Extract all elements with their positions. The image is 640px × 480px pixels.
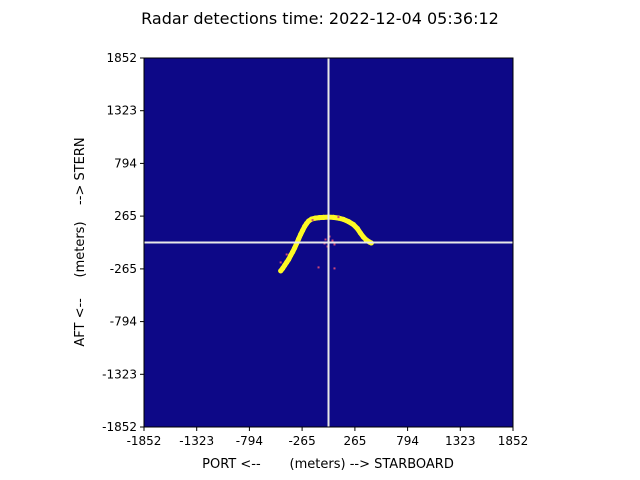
y-tick-label: -1323 — [102, 367, 137, 381]
detection-point — [313, 215, 319, 221]
x-axis-ticks: -1852 -1323 -794 -265 265 794 1323 1852 — [127, 427, 529, 448]
chart-title: Radar detections time: 2022-12-04 05:36:… — [141, 9, 499, 28]
x-tick-label: 265 — [343, 434, 366, 448]
detection-point — [296, 236, 302, 242]
detection-point — [345, 219, 351, 225]
y-tick-label: -794 — [110, 315, 137, 329]
weak-return-point — [333, 267, 336, 270]
y-tick-label: -265 — [110, 262, 137, 276]
weak-return-point — [279, 261, 282, 264]
plot-frame — [143, 57, 514, 428]
x-tick-label: -265 — [288, 434, 315, 448]
weak-return-point — [331, 239, 334, 242]
detection-point — [300, 228, 306, 234]
x-tick-label: -1852 — [127, 434, 162, 448]
x-tick-label: 1323 — [445, 434, 476, 448]
x-tick-label: 1852 — [498, 434, 529, 448]
y-tick-label: 794 — [114, 156, 137, 170]
detection-point — [350, 222, 356, 228]
detection-point — [354, 226, 360, 232]
y-tick-label: 265 — [114, 209, 137, 223]
detection-point — [286, 256, 292, 262]
y-tick-label: -1852 — [102, 420, 137, 434]
detection-point — [321, 214, 327, 220]
crosshair — [144, 58, 513, 427]
weak-return-point — [337, 216, 340, 219]
detection-point — [298, 232, 304, 238]
x-tick-label: -1323 — [179, 434, 214, 448]
y-tick-label: 1323 — [106, 104, 137, 118]
y-axis-label: AFT <-- (meters) --> STERN — [73, 137, 88, 346]
weak-return-point — [317, 266, 320, 269]
x-tick-label: -794 — [236, 434, 263, 448]
detection-point — [340, 216, 346, 222]
detection-point — [317, 215, 323, 221]
y-axis-ticks: 1852 1323 794 265 -265 -794 -1323 -1852 — [102, 51, 144, 434]
detection-point — [330, 214, 336, 220]
x-tick-label: 794 — [396, 434, 419, 448]
weak-return-point — [333, 243, 336, 246]
detection-point — [292, 245, 298, 251]
detection-point — [290, 249, 296, 255]
x-axis-label: PORT <-- (meters) --> STARBOARD — [202, 457, 454, 472]
y-tick-label: 1852 — [106, 51, 137, 65]
weak-return-point — [311, 219, 314, 222]
detection-point — [357, 230, 363, 236]
weak-return-point — [324, 238, 327, 241]
weak-return-point — [285, 253, 288, 256]
